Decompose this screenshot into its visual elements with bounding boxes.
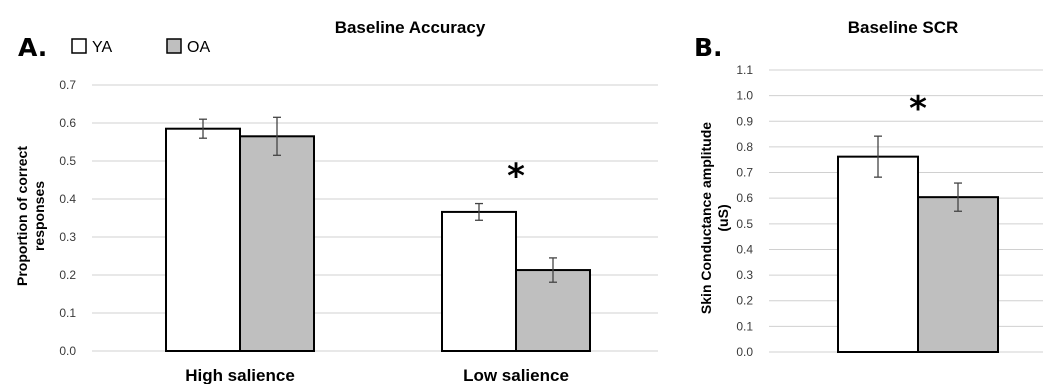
- y-axis-label-accuracy-line2: responses: [31, 181, 47, 251]
- bar-ya-accuracy: [441, 210, 517, 352]
- chart-title-scr: Baseline SCR: [848, 18, 959, 37]
- y-axis-label-scr-line2: (uS): [715, 204, 731, 231]
- legend: YA OA: [71, 38, 210, 56]
- legend-swatch-ya: [71, 38, 87, 54]
- category-label: High salience: [185, 366, 295, 384]
- y-tick-label: 0.5: [59, 154, 76, 168]
- bar-ya-accuracy: [165, 127, 241, 352]
- chart-title-accuracy: Baseline Accuracy: [335, 18, 486, 37]
- significance-marker: *: [507, 157, 525, 197]
- bar-oa-scr: [917, 196, 999, 353]
- y-tick-label: 0.4: [59, 192, 76, 206]
- bar-ya-scr: [837, 155, 919, 353]
- y-tick-label: 0.7: [59, 78, 76, 92]
- panel-scr: B. Baseline SCR Skin Conductance amplitu…: [694, 18, 1043, 359]
- y-tick-label: 0.0: [59, 344, 76, 358]
- y-tick-label: 0.3: [736, 268, 753, 282]
- y-tick-label: 0.0: [736, 345, 753, 359]
- panel-label-a: A.: [18, 33, 47, 62]
- legend-swatch-oa: [166, 38, 182, 54]
- y-tick-label: 0.2: [59, 268, 76, 282]
- y-tick-label: 0.1: [736, 319, 753, 333]
- y-axis-label-scr-line1: Skin Conductance amplitude: [698, 122, 714, 314]
- plot-area-scr: 0.0 0.1 0.2 0.3 0.4 0.5 0.6 0.7 0.8 0.9 1.0 1.1 *: [736, 63, 1043, 359]
- y-tick-label: 1.1: [736, 63, 753, 77]
- category-label: Low salience: [463, 366, 569, 384]
- y-tick-label: 0.1: [59, 306, 76, 320]
- y-tick-label: 0.2: [736, 294, 753, 308]
- y-tick-label: 0.5: [736, 217, 753, 231]
- legend-label-ya: YA: [92, 39, 112, 56]
- bar-oa-accuracy: [239, 135, 315, 352]
- y-tick-label: 0.8: [736, 140, 753, 154]
- legend-label-oa: OA: [187, 39, 210, 56]
- bar-oa-accuracy: [515, 269, 591, 352]
- y-axis-label-accuracy-line1: Proportion of correct: [14, 146, 30, 286]
- panel-accuracy: A. Baseline Accuracy YA OA Proportion of…: [14, 18, 658, 384]
- plot-area-accuracy: 0.0 0.1 0.2 0.3 0.4 0.5 0.6 0.7 High salience Low…: [59, 78, 658, 384]
- y-tick-label: 1.0: [736, 89, 753, 103]
- y-tick-label: 0.7: [736, 166, 753, 180]
- y-tick-label: 0.6: [736, 191, 753, 205]
- panel-label-b: B.: [694, 33, 723, 62]
- y-tick-label: 0.3: [59, 230, 76, 244]
- y-tick-label: 0.9: [736, 114, 753, 128]
- y-tick-label: 0.6: [59, 116, 76, 130]
- y-tick-label: 0.4: [736, 242, 753, 256]
- significance-marker: *: [909, 89, 927, 129]
